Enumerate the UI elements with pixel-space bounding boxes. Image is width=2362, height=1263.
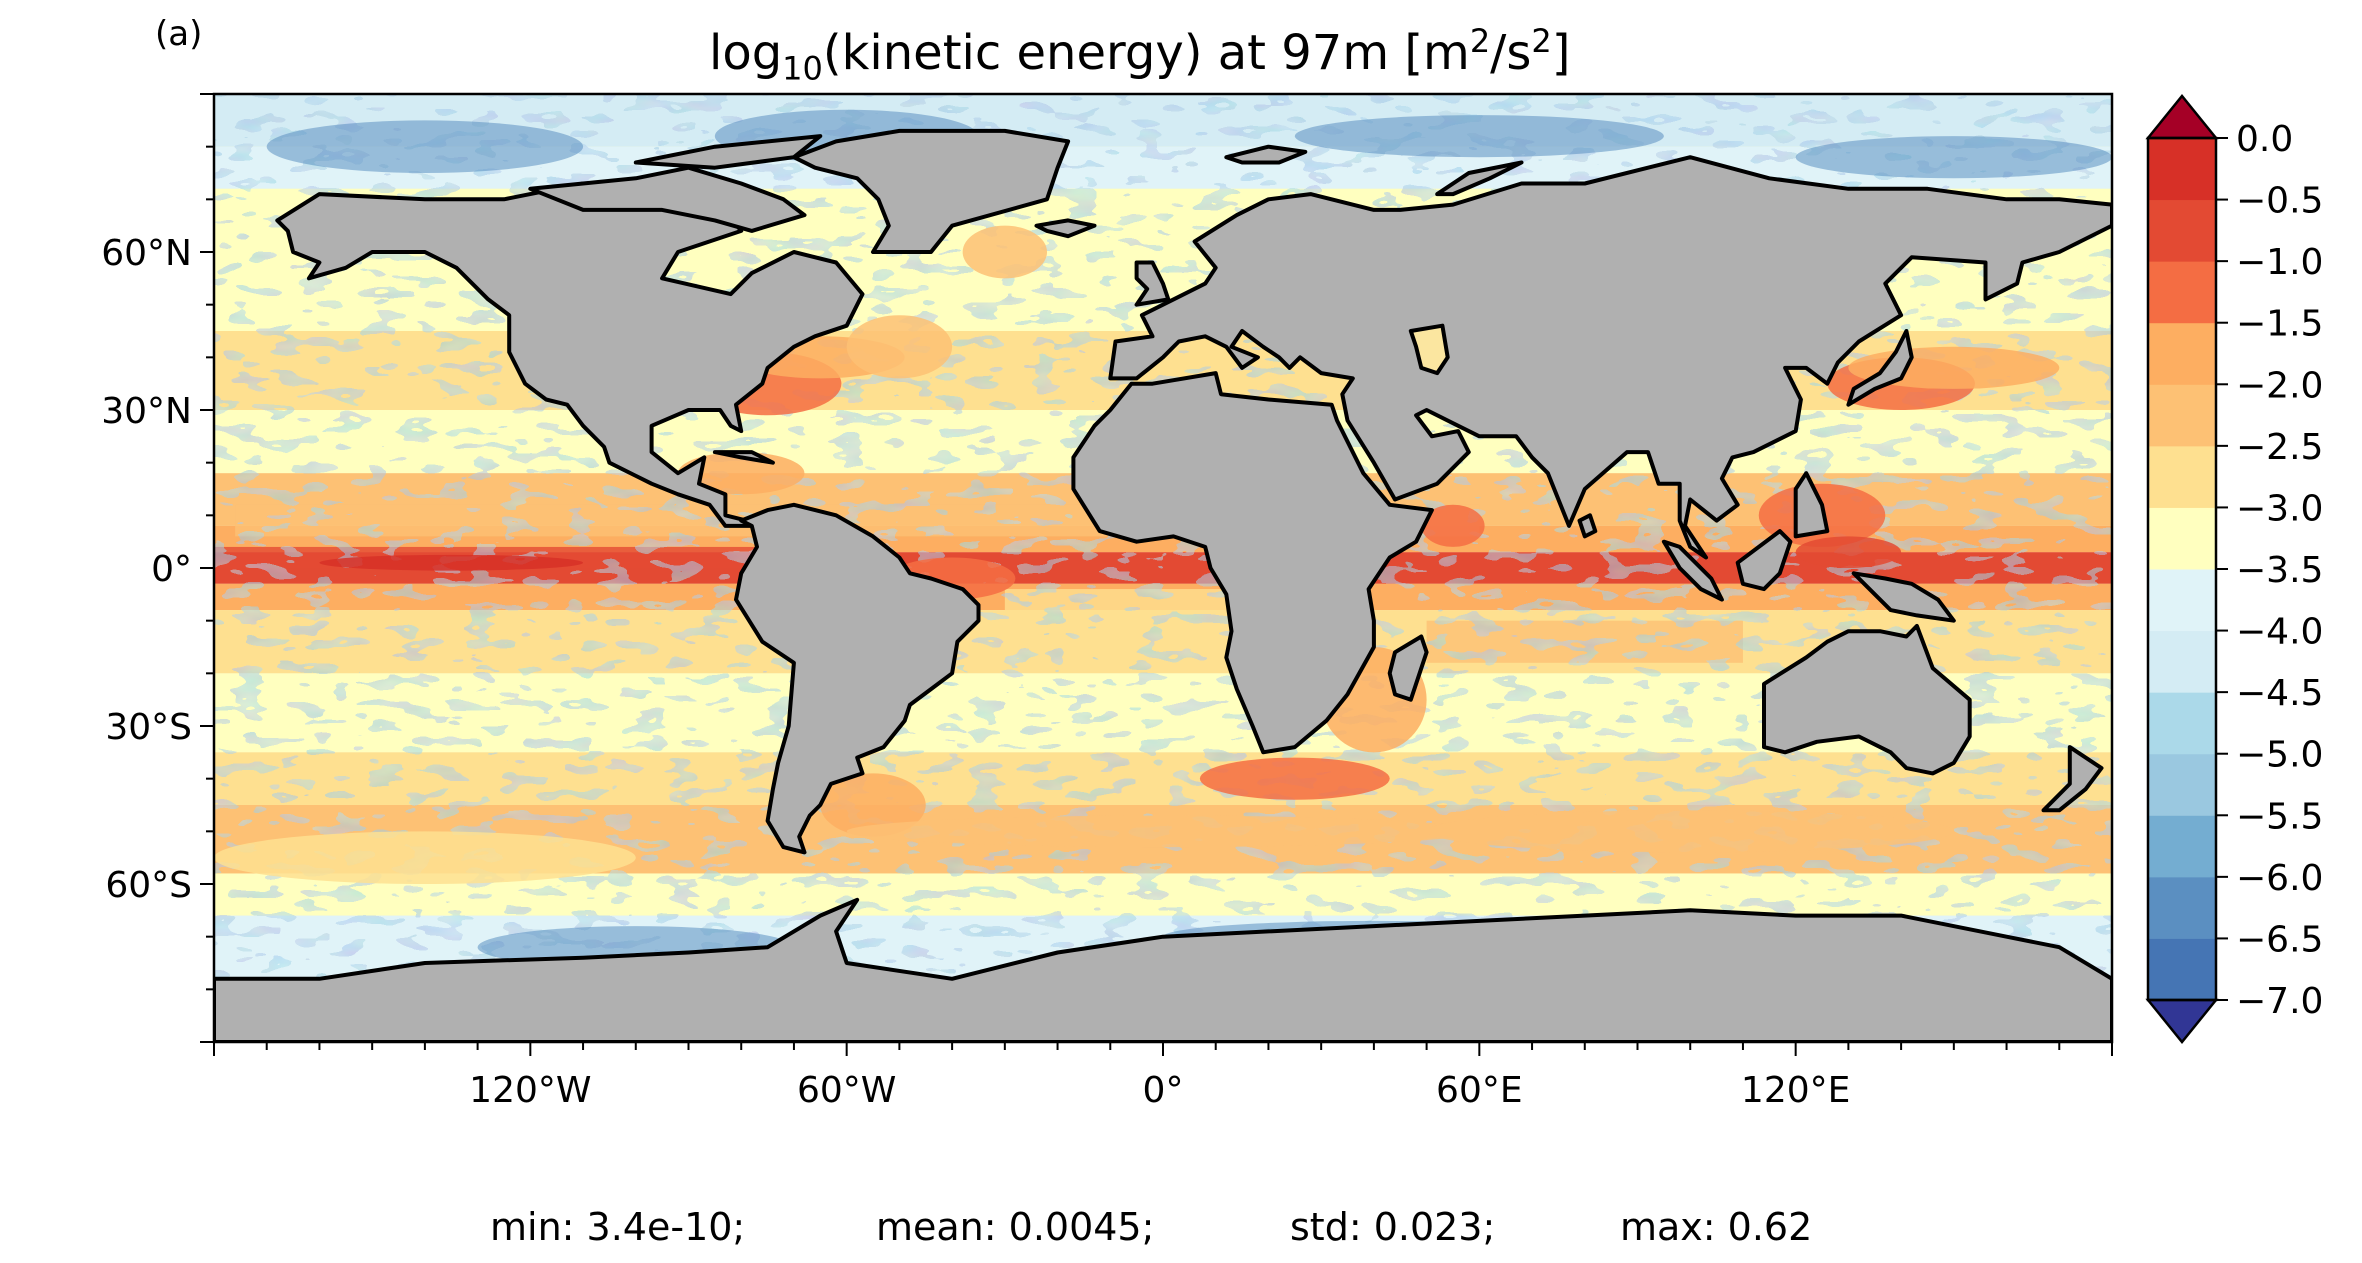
land-greenland bbox=[791, 128, 1071, 254]
y-tick-label: 30°N bbox=[101, 391, 192, 432]
y-tick-label: 60°N bbox=[101, 233, 192, 274]
stat-mean: mean: 0.0045; bbox=[876, 1205, 1155, 1249]
energy-hotspot bbox=[820, 773, 926, 837]
colorbar-segment bbox=[2148, 384, 2216, 447]
land-sumatra bbox=[1661, 539, 1724, 602]
map-area bbox=[214, 94, 2112, 1042]
colorbar-segment bbox=[2148, 692, 2216, 755]
land-eurasia bbox=[1108, 155, 2112, 560]
land-philippines bbox=[1793, 471, 1830, 539]
colorbar-segment bbox=[2148, 199, 2216, 262]
energy-lowspot bbox=[1294, 115, 1664, 158]
energy-hotspot bbox=[214, 831, 636, 885]
y-tick-label: 0° bbox=[151, 549, 192, 590]
colorbar-segment bbox=[2148, 569, 2216, 632]
colorbar-tick-label: −4.0 bbox=[2236, 612, 2323, 653]
land-iceland bbox=[1034, 218, 1097, 239]
x-tick-label: 120°E bbox=[1741, 1070, 1850, 1111]
land-madagascar bbox=[1387, 634, 1429, 702]
land-north-america bbox=[275, 181, 865, 528]
land-britain bbox=[1134, 260, 1171, 307]
title-mid2: /s bbox=[1490, 25, 1532, 81]
colorbar-segment bbox=[2148, 261, 2216, 324]
colorbar-tick-label: −5.5 bbox=[2236, 796, 2323, 837]
colorbar-tick-label: −0.5 bbox=[2236, 181, 2323, 222]
x-tick-label: 120°W bbox=[469, 1070, 591, 1111]
colorbar-tick-label: −1.0 bbox=[2236, 242, 2323, 283]
colorbar-tick-label: −3.0 bbox=[2236, 488, 2323, 529]
land-south-america bbox=[734, 502, 981, 855]
land-australia bbox=[1762, 623, 1972, 776]
colorbar-segment bbox=[2148, 938, 2216, 1001]
land-canada-islands-1 bbox=[528, 165, 807, 233]
energy-hotspot bbox=[1426, 810, 1954, 853]
colorbar: 0.0 −0.5 −1.0 −1.5 −2.0 −2.5 −3.0 −3.5 −4.0 −4.5 −… bbox=[2145, 94, 2323, 1044]
colorbar-segment bbox=[2148, 138, 2216, 201]
stat-max: max: 0.62 bbox=[1620, 1205, 1813, 1249]
land-svalbard bbox=[1224, 144, 1308, 165]
colorbar-segment bbox=[2148, 876, 2216, 939]
colorbar-segment bbox=[2148, 753, 2216, 816]
title-subscript: 10 bbox=[782, 49, 823, 88]
y-tick-label: 30°S bbox=[105, 707, 192, 748]
land-africa bbox=[1071, 371, 1434, 755]
land-new-zealand bbox=[2041, 745, 2104, 813]
colorbar-extend-max bbox=[2145, 94, 2219, 140]
colorbar-segment bbox=[2148, 445, 2216, 508]
land-sri-lanka bbox=[1577, 513, 1598, 539]
x-tick-label: 0° bbox=[1143, 1070, 1184, 1111]
colorbar-extend-min bbox=[2145, 998, 2219, 1044]
colorbar-tick-label: −2.5 bbox=[2236, 427, 2323, 468]
land-caspian-sea bbox=[1408, 323, 1450, 376]
land-canada-islands-2 bbox=[633, 134, 823, 170]
colorbar-tick-label: −7.0 bbox=[2236, 981, 2323, 1022]
title-superscript-2: 2 bbox=[1531, 22, 1552, 60]
land-japan bbox=[1846, 329, 1914, 407]
energy-hotspot bbox=[962, 225, 1048, 279]
title-middle: (kinetic energy) at 97m [m bbox=[822, 25, 1470, 81]
energy-hotspot bbox=[1421, 504, 1485, 547]
colorbar-tick-label: 0.0 bbox=[2236, 119, 2293, 160]
colorbar-tick-label: −5.0 bbox=[2236, 735, 2323, 776]
title-superscript-1: 2 bbox=[1469, 22, 1491, 60]
energy-hotspot bbox=[1199, 757, 1390, 800]
x-tick-label: 60°W bbox=[797, 1070, 896, 1111]
y-axis: 60°N 30°N 0° 30°S 60°S bbox=[101, 93, 214, 1043]
colorbar-segment bbox=[2148, 630, 2216, 693]
colorbar-tick-label: −4.5 bbox=[2236, 673, 2323, 714]
land-masses bbox=[214, 128, 2112, 1042]
colorbar-tick-label: −2.0 bbox=[2236, 365, 2323, 406]
land-indonesia-borneo bbox=[1735, 529, 1793, 592]
energy-hotspot bbox=[846, 815, 1480, 848]
land-novaya-zemlya bbox=[1435, 160, 1524, 197]
colorbar-segment bbox=[2148, 322, 2216, 385]
colorbar-segment bbox=[2148, 815, 2216, 878]
y-tick-label: 60°S bbox=[105, 865, 192, 906]
colorbar-segment bbox=[2148, 507, 2216, 570]
colorbar-tick-label: −6.0 bbox=[2236, 858, 2323, 899]
energy-hotspot bbox=[319, 554, 584, 571]
energy-hotspot bbox=[1795, 536, 1902, 568]
energy-hotspot bbox=[846, 315, 953, 379]
colorbar-tick-label: −3.5 bbox=[2236, 550, 2323, 591]
stat-std: std: 0.023; bbox=[1290, 1205, 1496, 1249]
stat-min: min: 3.4e-10; bbox=[490, 1205, 746, 1249]
x-tick-label: 60°E bbox=[1436, 1070, 1523, 1111]
energy-lowspot bbox=[266, 120, 584, 173]
land-antarctica bbox=[214, 897, 2112, 1042]
title-suffix: ] bbox=[1551, 25, 1571, 81]
title-log: log bbox=[709, 25, 783, 81]
x-axis: 120°W 60°W 0° 60°E 120°E bbox=[213, 1042, 2113, 1111]
panel-label: (a) bbox=[155, 14, 203, 54]
colorbar-tick-label: −6.5 bbox=[2236, 919, 2323, 960]
colorbar-tick-label: −1.5 bbox=[2236, 304, 2323, 345]
energy-lowspot bbox=[1795, 136, 2112, 179]
land-cuba bbox=[712, 450, 775, 465]
land-new-guinea bbox=[1851, 571, 1956, 623]
